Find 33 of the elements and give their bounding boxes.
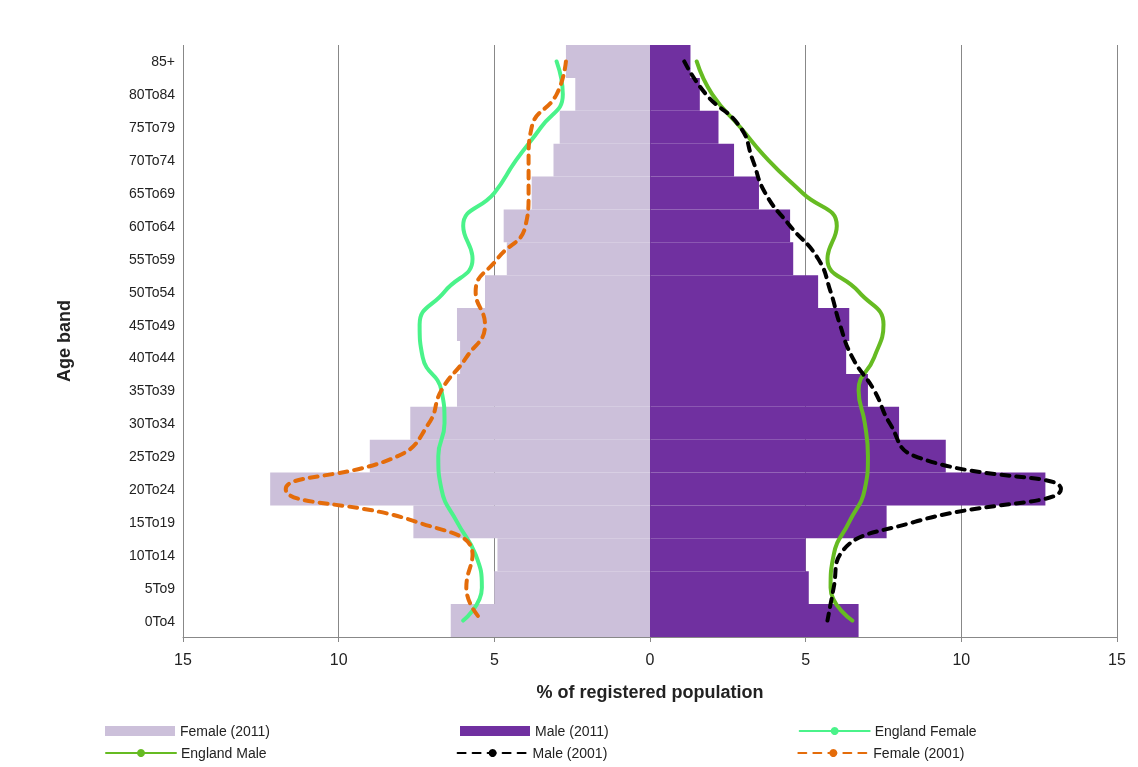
x-tick-label: 5 [489,650,499,668]
x-tick-label: 0 [645,650,655,668]
legend-label: Female (2001) [873,745,965,761]
y-axis-title: Age band [54,299,74,383]
y-tick-label: 85+ [151,53,175,70]
x-tick-label: 15 [174,650,192,668]
y-tick-label: 35To39 [129,382,176,399]
legend-label: England Male [181,745,267,761]
x-axis-title: % of registered population [536,682,764,702]
y-tick-label: 65To69 [129,185,176,201]
y-tick-label: 60To64 [129,217,176,234]
y-tick-label: 70To74 [129,152,176,169]
y-tick-label: 30To34 [129,415,176,432]
y-tick-label: 15To19 [129,513,176,530]
y-tick-label: 0To4 [144,612,176,629]
legend-label: Male (2001) [532,745,608,761]
y-tick-label: 5To9 [144,579,176,596]
y-tick-label: 20To24 [129,481,176,497]
x-tick-label: 5 [801,650,811,668]
x-tick-label: 10 [952,650,971,668]
x-tick-label: 10 [329,650,348,668]
y-tick-label: 10To14 [129,546,176,563]
y-tick-label: 55To59 [129,250,176,267]
legend-label: Male (2011) [535,723,609,739]
y-tick-label: 80To84 [129,86,176,103]
y-tick-label: 25To29 [129,448,176,465]
y-tick-label: 50To54 [129,283,176,300]
y-tick-label: 45To49 [129,316,176,333]
legend-label: England Female [874,723,977,739]
legend-label: Female (2011) [180,723,271,739]
y-tick-label: 40To44 [129,349,176,366]
x-tick-label: 15 [1108,650,1126,668]
y-tick-label: 75To79 [129,119,176,136]
